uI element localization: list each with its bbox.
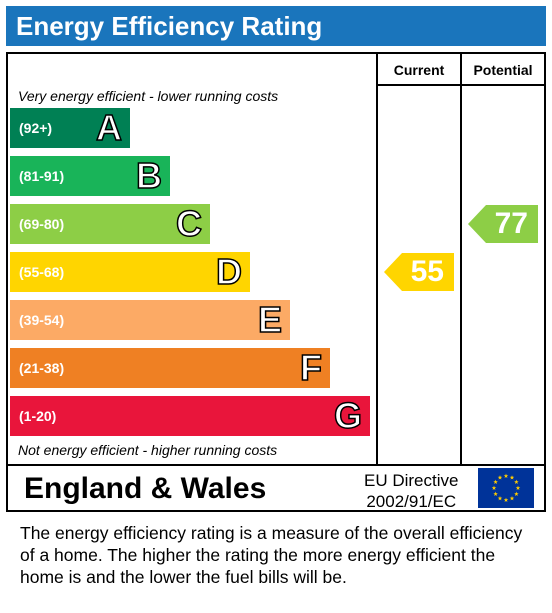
- band-e: (39-54) E: [10, 299, 290, 341]
- eu-directive: EU Directive 2002/91/EC: [364, 470, 458, 512]
- band-a: (92+) A: [10, 107, 130, 149]
- band-letter-e: E: [257, 299, 283, 341]
- band-range-b: (81-91): [19, 168, 65, 184]
- flag-star: [497, 475, 503, 480]
- rating-frame: Current Potential Very energy efficient …: [6, 52, 546, 512]
- band-range-a: (92+): [19, 120, 53, 136]
- flag-star: [493, 479, 498, 484]
- top-note: Very energy efficient - lower running co…: [18, 88, 279, 104]
- band-range-c: (69-80): [19, 216, 65, 232]
- eu-flag-icon: [478, 468, 534, 508]
- band-f: (21-38) F: [10, 347, 330, 389]
- potential-header: Potential: [473, 62, 533, 78]
- band-letter-c: C: [175, 203, 203, 245]
- current-rating-arrow: 55: [384, 253, 454, 291]
- potential-rating-arrow: 77: [468, 205, 538, 243]
- flag-star: [503, 473, 509, 478]
- current-rating-value: 55: [410, 255, 444, 288]
- footer-divider: [8, 464, 544, 466]
- flag-star: [514, 479, 519, 484]
- flag-star: [509, 495, 515, 501]
- flag-star: [493, 491, 498, 496]
- band-range-e: (39-54): [19, 312, 65, 328]
- flag-star: [515, 485, 521, 490]
- band-letter-a: A: [95, 107, 123, 149]
- band-g: (1-20) G: [10, 395, 370, 437]
- flag-star: [509, 475, 515, 480]
- flag-star: [503, 497, 509, 502]
- potential-column-divider: [460, 54, 462, 464]
- header-divider: [378, 84, 544, 86]
- bottom-note: Not energy efficient - higher running co…: [18, 442, 278, 458]
- band-letter-g: G: [333, 395, 363, 437]
- band-letter-d: D: [215, 251, 243, 293]
- chart-title: Energy Efficiency Rating: [6, 6, 546, 46]
- flag-star: [514, 491, 519, 496]
- band-c: (69-80) C: [10, 203, 210, 245]
- region-label: England & Wales: [24, 472, 267, 505]
- current-header: Current: [393, 62, 445, 78]
- band-b: (81-91) B: [10, 155, 170, 197]
- band-letter-f: F: [299, 347, 323, 389]
- current-column-divider: [376, 54, 378, 464]
- band-range-d: (55-68): [19, 264, 65, 280]
- band-letter-b: B: [135, 155, 163, 197]
- band-range-f: (21-38): [19, 360, 65, 376]
- flag-star: [497, 495, 503, 501]
- flag-star: [491, 485, 497, 490]
- band-d: (55-68) D: [10, 251, 250, 293]
- directive-line-1: EU Directive: [364, 471, 459, 490]
- band-range-g: (1-20): [19, 408, 57, 424]
- potential-rating-value: 77: [494, 207, 528, 240]
- description-text: The energy efficiency rating is a measur…: [20, 523, 523, 587]
- directive-line-2: 2002/91/EC: [366, 492, 457, 511]
